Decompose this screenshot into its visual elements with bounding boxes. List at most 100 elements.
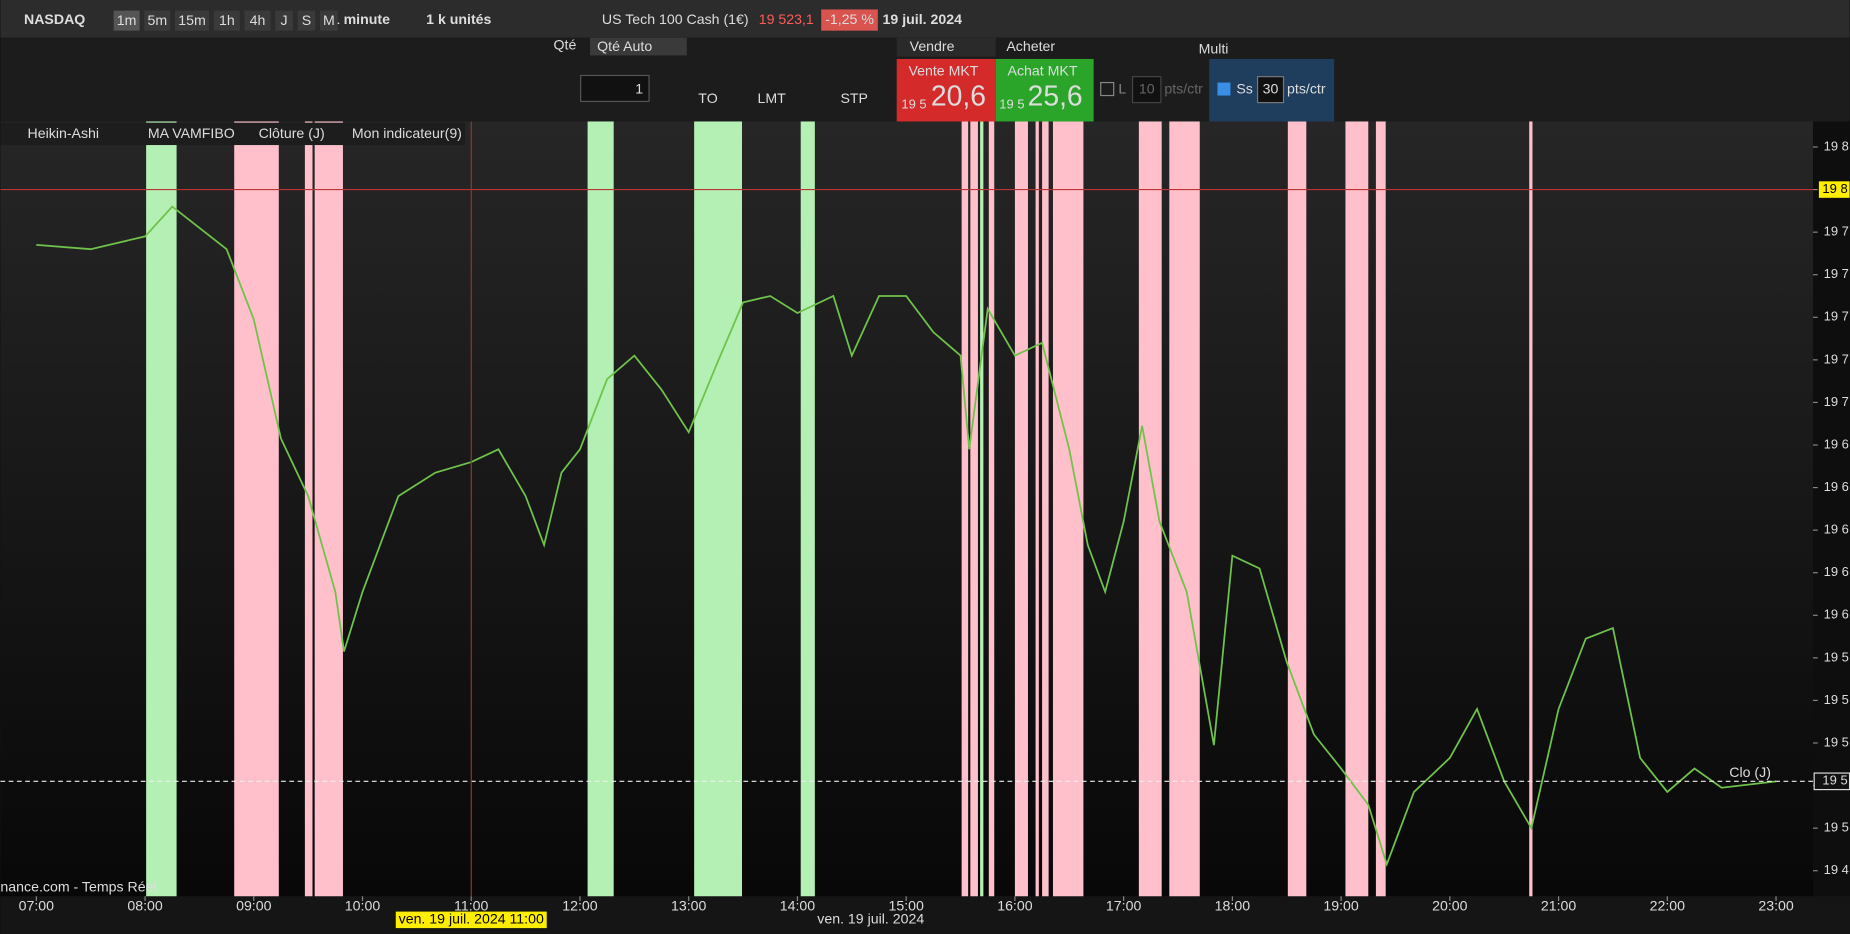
sell-prefix[interactable]: 19 5 — [901, 96, 926, 111]
x-tick-label: 14:00 — [780, 898, 816, 914]
timeframe[interactable]: 15m — [178, 12, 206, 28]
y-tick-label: 19 5 — [1824, 692, 1849, 707]
timeframe-btn[interactable] — [144, 10, 171, 31]
symbol[interactable]: NASDAQ — [24, 11, 85, 27]
crosshair-time: ven. 19 juil. 2024 11:00 — [399, 911, 544, 927]
sell-label: Vendre — [910, 38, 955, 54]
signal-band — [304, 121, 313, 897]
l-checkbox[interactable] — [1100, 81, 1115, 97]
x-tick-label: 13:00 — [671, 898, 707, 914]
multi[interactable]: Multi — [1199, 40, 1229, 56]
interval[interactable]: 1 minute — [332, 11, 390, 27]
y-tick-label: 19 6 — [1824, 564, 1849, 579]
legend-item[interactable]: Heikin-Ashi — [28, 125, 100, 141]
y-tick-label: 19 7 — [1824, 309, 1849, 324]
x-tick-label: 22:00 — [1650, 898, 1686, 914]
legend-item[interactable]: Mon indicateur(9) — [352, 125, 462, 141]
buy-price[interactable]: 25,6 — [1028, 79, 1083, 111]
x-tick-label: 23:00 — [1758, 898, 1794, 914]
btn-lmt[interactable]: LMT — [758, 90, 787, 106]
timeframe-btn[interactable] — [320, 10, 338, 31]
instrument: US Tech 100 Cash (1€) — [602, 11, 749, 27]
close-name: Clo (J) — [1729, 764, 1771, 780]
signal-band — [1529, 121, 1533, 897]
ss-input[interactable] — [1256, 76, 1285, 104]
timeframe-btn[interactable] — [297, 10, 316, 31]
crosshair-price: 19 8 — [1822, 181, 1847, 196]
x-tick-label: 15:00 — [888, 898, 924, 914]
sell-price[interactable]: 20,6 — [931, 79, 986, 111]
x-tick-label: 18:00 — [1215, 898, 1251, 914]
x-tick-label: 21:00 — [1541, 898, 1577, 914]
units[interactable]: 1 k unités — [426, 11, 491, 27]
signal-band — [1287, 121, 1307, 897]
change-badge — [821, 9, 878, 31]
timeframe[interactable]: 1h — [219, 12, 235, 28]
x-tick-label: 12:00 — [562, 898, 598, 914]
x-tick-label: 07:00 — [19, 898, 55, 914]
y-tick-label: 19 5 — [1824, 820, 1849, 835]
timeframe-btn[interactable] — [275, 10, 293, 31]
qty[interactable]: 1 — [635, 80, 643, 96]
signal-band — [970, 121, 978, 897]
sell-button[interactable] — [896, 58, 996, 122]
timeframe[interactable]: 4h — [250, 12, 266, 28]
timeframe-btn[interactable] — [113, 10, 140, 31]
date: 19 juil. 2024 — [883, 11, 963, 27]
btn-stp[interactable]: STP — [840, 90, 868, 106]
timeframe[interactable]: J — [281, 12, 288, 28]
y-tick-label: 19 7 — [1824, 394, 1849, 409]
signal-band — [1169, 121, 1200, 897]
date-label: ven. 19 juil. 2024 — [817, 911, 924, 927]
y-tick-label: 19 6 — [1824, 522, 1849, 537]
legend-item[interactable]: Clôture (J) — [259, 125, 325, 141]
buy-prefix[interactable]: 19 5 — [999, 96, 1024, 111]
y-tick-label: 19 7 — [1824, 266, 1849, 281]
signal-band — [961, 121, 969, 897]
signal-band — [1035, 121, 1039, 897]
legend-item[interactable]: MA VAMFIBO — [148, 125, 235, 141]
qty-label: Qté — [554, 37, 577, 53]
x-tick-label: 08:00 — [127, 898, 163, 914]
legend-bar — [0, 122, 466, 146]
timeframe[interactable]: 1m — [117, 12, 137, 28]
buy-label: Acheter — [1006, 38, 1055, 54]
signal-band — [1052, 121, 1084, 897]
sell-header — [896, 37, 996, 57]
y-tick-label: 19 5 — [1824, 734, 1849, 749]
buy-button[interactable] — [995, 58, 1094, 122]
l-value[interactable]: 10 — [1139, 80, 1155, 96]
sell-mkt[interactable]: Vente MKT — [908, 63, 978, 79]
ss-value[interactable]: 30 — [1263, 80, 1279, 96]
l-input[interactable] — [1131, 76, 1162, 104]
ss-checkbox[interactable] — [1217, 82, 1231, 96]
signal-band — [800, 121, 815, 897]
buy-mkt[interactable]: Achat MKT — [1008, 63, 1078, 79]
timeframe-btn[interactable] — [213, 10, 240, 31]
crosshair-price-box — [1818, 181, 1850, 198]
ss-label: Ss — [1236, 80, 1253, 96]
plot-area — [0, 121, 1814, 897]
signal-band — [980, 121, 984, 897]
y-tick-label: 19 8 — [1824, 138, 1849, 153]
signal-band — [1375, 121, 1386, 897]
signal-band — [587, 121, 614, 897]
ss-unit: pts/ctr — [1287, 80, 1326, 96]
qty-auto[interactable]: Qté Auto — [597, 38, 652, 54]
timeframe-btn[interactable] — [244, 10, 271, 31]
y-axis-area — [1813, 121, 1850, 897]
l-unit: pts/ctr — [1164, 80, 1203, 96]
timeframe[interactable]: M — [323, 12, 335, 28]
qty-auto-btn[interactable] — [590, 37, 687, 56]
x-tick-label: 09:00 — [236, 898, 272, 914]
y-tick-label: 19 5 — [1824, 649, 1849, 664]
x-tick-label: 11:00 — [454, 898, 488, 914]
source: nance.com - Temps Réel — [0, 879, 156, 895]
timeframe-btn[interactable] — [174, 10, 210, 31]
timeframe[interactable]: 5m — [147, 12, 167, 28]
timeframe[interactable]: S — [302, 12, 311, 28]
btn-to[interactable]: TO — [698, 90, 717, 106]
qty-input[interactable] — [580, 74, 650, 103]
signal-band — [1345, 121, 1369, 897]
